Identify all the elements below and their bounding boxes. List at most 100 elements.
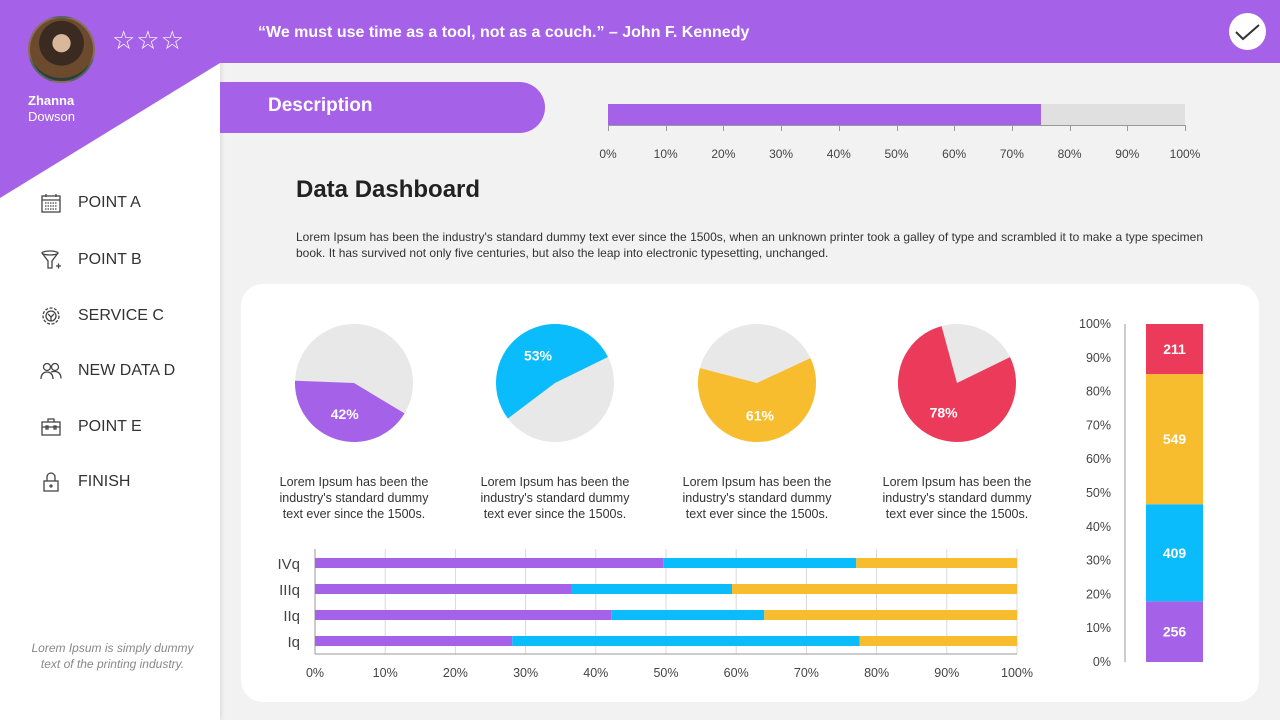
segment-value-label: 409	[1163, 545, 1187, 561]
sidebar-item-label: POINT B	[78, 251, 142, 268]
pie-slice	[698, 358, 817, 443]
sidebar-item-new-data-d[interactable]: NEW DATA D	[40, 358, 210, 384]
progress-tick-label: 70%	[999, 147, 1024, 161]
bar-segment	[315, 636, 513, 646]
progress-tick-label: 80%	[1057, 147, 1082, 161]
progress-tick-mark	[1127, 125, 1129, 131]
sidebar-item-point-b[interactable]: POINT B	[40, 247, 210, 273]
pie-caption: Lorem Ipsum has been the industry's stan…	[882, 475, 1032, 521]
y-tick-label: 30%	[1086, 554, 1111, 568]
progress-tick-label: 100%	[1169, 147, 1201, 161]
pie-value-label: 78%	[930, 405, 959, 421]
y-tick-label: 60%	[1086, 452, 1111, 466]
y-category-label: IVq	[277, 556, 300, 573]
sidebar-item-label: POINT A	[78, 194, 141, 211]
pie-caption: Lorem Ipsum has been the industry's stan…	[682, 475, 832, 521]
x-tick-label: 20%	[443, 666, 468, 680]
bar-segment	[663, 558, 857, 568]
y-tick-label: 10%	[1086, 621, 1111, 635]
users-icon	[40, 362, 62, 380]
header-quote: “We must use time as a tool, not as a co…	[258, 24, 750, 41]
progress-axis: 0% 10% 20% 30% 40% 50% 60% 70% 80% 90% 100%	[599, 125, 1200, 161]
progress-tick-mark	[954, 125, 956, 131]
progress-tick-label: 30%	[769, 147, 794, 161]
progress-tick-label: 40%	[826, 147, 851, 161]
x-tick-label: 50%	[653, 666, 678, 680]
avatar	[28, 16, 95, 83]
sidebar: ☆☆☆ Zhanna Dowson POINT A POINT B SERVIC…	[0, 0, 220, 720]
progress-tick-mark	[781, 125, 783, 131]
stacked-segment	[1146, 324, 1203, 375]
progress-tick-mark	[608, 125, 609, 131]
y-tick-label: 100%	[1079, 317, 1111, 331]
sidebar-item-label: SERVICE C	[78, 307, 164, 324]
progress-bar	[608, 104, 1185, 125]
user-first-name: Zhanna	[28, 93, 75, 108]
progress-fill	[608, 104, 1041, 125]
x-tick-label: 40%	[583, 666, 608, 680]
y-category-label: IIq	[283, 608, 300, 625]
pie-caption: Lorem Ipsum has been the industry's stan…	[480, 475, 630, 521]
y-tick-label: 0%	[1093, 655, 1111, 669]
segment-value-label: 549	[1163, 431, 1187, 447]
pie-value-label: 61%	[746, 407, 775, 423]
sidebar-item-point-e[interactable]: POINT E	[40, 414, 210, 440]
progress-tick-mark	[1185, 125, 1186, 131]
x-tick-label: 100%	[1001, 666, 1033, 680]
stacked-segment	[1146, 504, 1203, 602]
y-category-label: IIIq	[279, 582, 300, 599]
y-tick-label: 90%	[1086, 351, 1111, 365]
y-tick-label: 20%	[1086, 587, 1111, 601]
progress-tick-mark	[1011, 125, 1013, 131]
progress-tick-label: 90%	[1115, 147, 1140, 161]
description-tab[interactable]: Description	[220, 82, 545, 133]
bar-segment	[859, 636, 1017, 646]
y-tick-label: 70%	[1086, 418, 1111, 432]
pie-caption: Lorem Ipsum has been the industry's stan…	[279, 475, 429, 521]
segment-value-label: 256	[1163, 624, 1187, 640]
sidebar-item-label: POINT E	[78, 418, 142, 435]
sidebar-item-point-a[interactable]: POINT A	[40, 190, 210, 216]
bar-segment	[611, 610, 765, 620]
progress-tick-label: 20%	[711, 147, 736, 161]
progress-tick-mark	[1069, 125, 1071, 131]
pie-slice	[295, 380, 405, 442]
bar-segment	[571, 584, 732, 594]
lock-icon	[43, 472, 59, 492]
sidebar-item-service-c[interactable]: SERVICE C	[40, 303, 210, 329]
y-category-label: Iq	[287, 634, 300, 651]
pie-value-label: 42%	[331, 406, 360, 422]
stacked-segment	[1146, 601, 1203, 662]
pie-value-label: 53%	[524, 347, 553, 363]
bar-segment	[315, 610, 612, 620]
progress-tick-mark	[896, 125, 898, 131]
x-tick-label: 30%	[513, 666, 538, 680]
progress-tick-label: 0%	[599, 147, 617, 161]
x-tick-label: 10%	[373, 666, 398, 680]
rating-stars[interactable]: ☆☆☆	[112, 26, 185, 56]
check-button[interactable]	[1229, 13, 1266, 50]
x-tick-label: 0%	[306, 666, 324, 680]
x-tick-label: 70%	[794, 666, 819, 680]
sidebar-item-finish[interactable]: FINISH	[40, 469, 210, 495]
progress-tick-label: 10%	[653, 147, 678, 161]
bar-segment	[512, 636, 860, 646]
progress-tick-mark	[838, 125, 840, 131]
progress-tick-label: 60%	[942, 147, 967, 161]
x-tick-label: 90%	[934, 666, 959, 680]
gear-icon	[42, 307, 60, 325]
calendar-icon	[41, 194, 61, 213]
bar-segment	[856, 558, 1017, 568]
header-bar	[220, 0, 1280, 63]
x-tick-label: 60%	[724, 666, 749, 680]
sidebar-item-label: NEW DATA D	[78, 362, 176, 379]
y-tick-label: 40%	[1086, 520, 1111, 534]
sidebar-item-label: FINISH	[78, 473, 131, 490]
page-title: Data Dashboard	[296, 176, 481, 203]
bar-segment	[731, 584, 1017, 594]
segment-value-label: 211	[1163, 341, 1186, 357]
funnel-icon	[41, 250, 61, 269]
pie-slice	[496, 324, 608, 419]
progress-tick-mark	[723, 125, 725, 131]
